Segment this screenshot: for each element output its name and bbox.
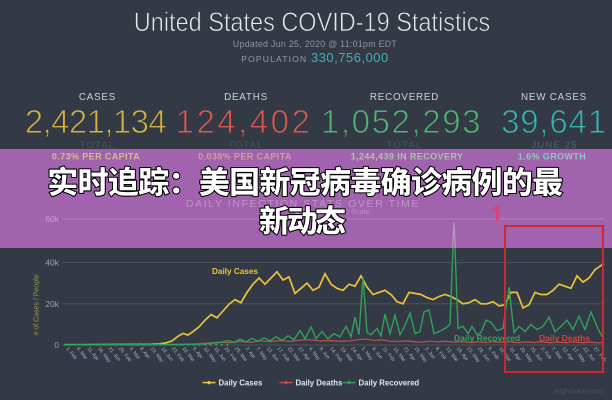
svg-text:20k: 20k — [45, 299, 59, 309]
svg-text:# of Cases / People: # of Cases / People — [34, 274, 41, 335]
svg-text:Highcharts.com: Highcharts.com — [554, 389, 603, 396]
svg-text:DAILY INFECTION STATS OVER TIM: DAILY INFECTION STATS OVER TIME — [186, 198, 420, 210]
svg-text:40k: 40k — [45, 258, 59, 268]
svg-text:Daily Deaths: Daily Deaths — [539, 333, 590, 343]
svg-text:Daily Cases: Daily Cases — [219, 378, 263, 387]
svg-text:Daily Cases: Daily Cases — [212, 267, 258, 276]
svg-text:1.6% GROWTH: 1.6% GROWTH — [518, 152, 586, 162]
svg-text:0: 0 — [54, 340, 59, 350]
svg-text:1,244,439 IN RECOVERY: 1,244,439 IN RECOVERY — [351, 152, 464, 162]
svg-text:0.73% PER CAPITA: 0.73% PER CAPITA — [52, 152, 140, 162]
svg-text:0.038% PER CAPITA: 0.038% PER CAPITA — [198, 152, 292, 162]
svg-text:Daily Recovered: Daily Recovered — [454, 333, 520, 343]
svg-text:60k: 60k — [45, 214, 59, 224]
svg-text:Daily Deaths: Daily Deaths — [296, 378, 343, 387]
svg-text:Daily Recovered: Daily Recovered — [359, 378, 420, 387]
